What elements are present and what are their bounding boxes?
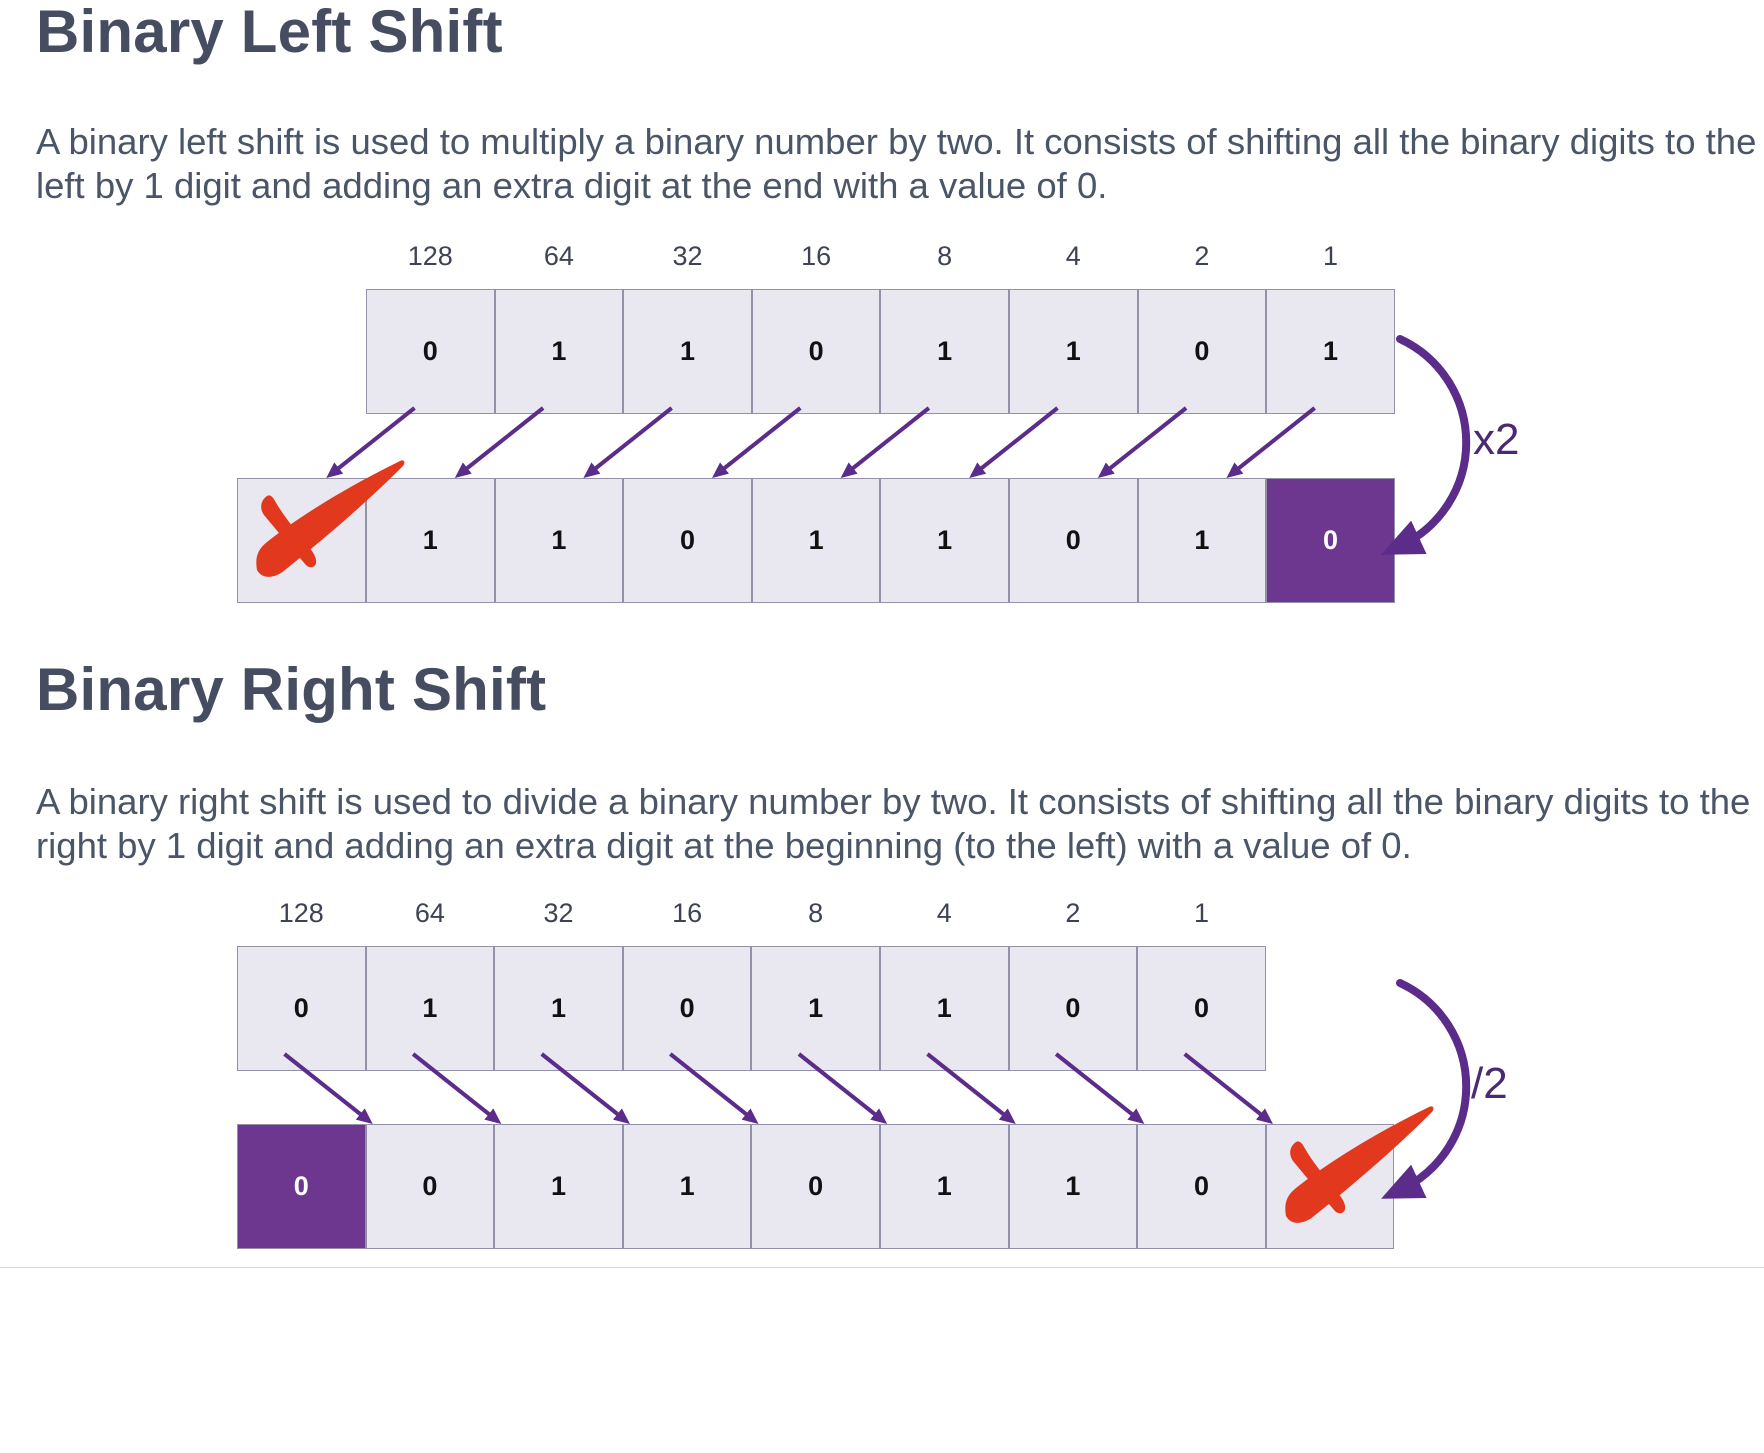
svg-text:x2: x2 xyxy=(1473,415,1519,464)
svg-text:/2: /2 xyxy=(1471,1059,1508,1108)
